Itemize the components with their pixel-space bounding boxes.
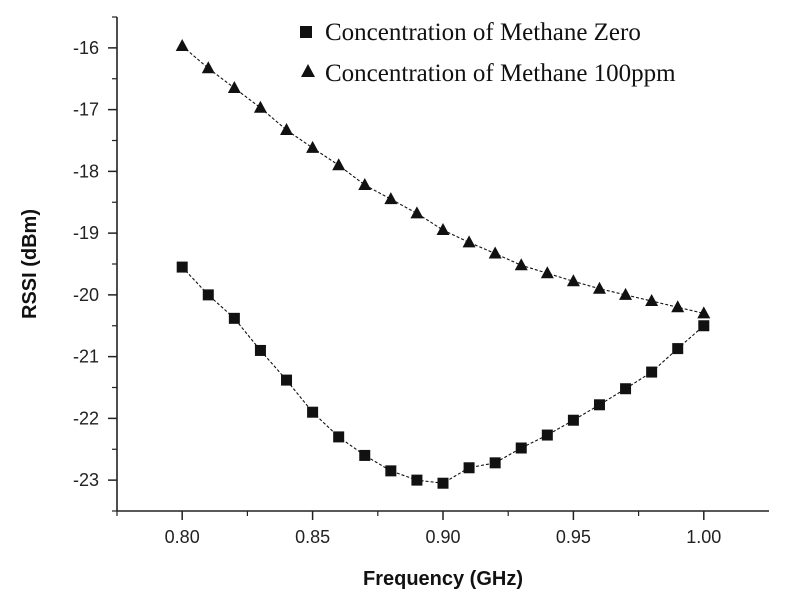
legend-label-zero: Concentration of Methane Zero <box>325 19 641 46</box>
point-zero <box>385 465 397 477</box>
point-zero <box>567 414 579 426</box>
point-100ppm <box>462 235 476 248</box>
point-zero <box>593 399 605 411</box>
y-tick-label: -16 <box>73 38 99 58</box>
point-zero <box>437 477 449 489</box>
point-100ppm <box>253 100 267 113</box>
point-100ppm <box>201 61 215 74</box>
x-tick-label: 1.00 <box>686 527 721 547</box>
point-100ppm <box>540 266 554 279</box>
markers <box>175 39 711 489</box>
point-100ppm <box>514 258 528 271</box>
point-zero <box>333 431 345 443</box>
axes <box>116 17 769 512</box>
point-100ppm <box>384 192 398 205</box>
ticks: 0.80 0.85 0.90 0.95 1.00 -16 -17 -18 -19 -20 -21 -2… <box>73 16 721 547</box>
y-tick-label: -23 <box>73 470 99 490</box>
y-tick-label: -21 <box>73 347 99 367</box>
point-zero <box>698 320 710 332</box>
point-zero <box>411 474 423 486</box>
series-line-100ppm <box>181 45 704 314</box>
point-100ppm <box>332 158 346 171</box>
y-tick-label: -19 <box>73 223 99 243</box>
point-zero <box>672 343 684 355</box>
x-tick-label: 0.95 <box>556 527 591 547</box>
x-tick-label: 0.85 <box>295 527 330 547</box>
point-zero <box>541 429 553 441</box>
x-tick-label: 0.90 <box>425 527 460 547</box>
point-zero <box>307 406 319 418</box>
point-zero <box>281 374 293 386</box>
point-zero <box>254 344 266 356</box>
point-zero <box>515 442 527 454</box>
point-100ppm <box>436 223 450 236</box>
legend-square-marker <box>300 26 312 38</box>
y-tick-label: -17 <box>73 100 99 120</box>
point-100ppm <box>645 294 659 307</box>
point-100ppm <box>619 287 633 300</box>
x-axis-title: Frequency (GHz) <box>363 568 523 590</box>
y-tick-label: -20 <box>73 285 99 305</box>
point-100ppm <box>358 177 372 190</box>
point-100ppm <box>671 300 685 313</box>
legend: Concentration of Methane Zero Concentrat… <box>300 19 676 87</box>
point-100ppm <box>306 140 320 153</box>
point-100ppm <box>175 39 189 52</box>
legend-label-100ppm: Concentration of Methane 100ppm <box>325 60 676 87</box>
point-zero <box>489 457 501 469</box>
point-100ppm <box>566 274 580 287</box>
point-zero <box>176 261 188 273</box>
point-zero <box>463 462 475 474</box>
point-zero <box>646 366 658 378</box>
x-tick-label: 0.80 <box>165 527 200 547</box>
point-100ppm <box>280 123 294 136</box>
point-zero <box>202 289 214 301</box>
point-zero <box>228 312 240 324</box>
point-100ppm <box>697 306 711 319</box>
point-100ppm <box>227 81 241 94</box>
point-100ppm <box>488 246 502 259</box>
legend-triangle-marker <box>301 64 315 77</box>
y-axis-title: RSSI (dBm) <box>19 209 41 319</box>
point-100ppm <box>592 281 606 294</box>
point-100ppm <box>410 206 424 219</box>
point-zero <box>620 383 632 395</box>
point-zero <box>359 449 371 461</box>
y-tick-label: -22 <box>73 408 99 428</box>
y-tick-label: -18 <box>73 161 99 181</box>
